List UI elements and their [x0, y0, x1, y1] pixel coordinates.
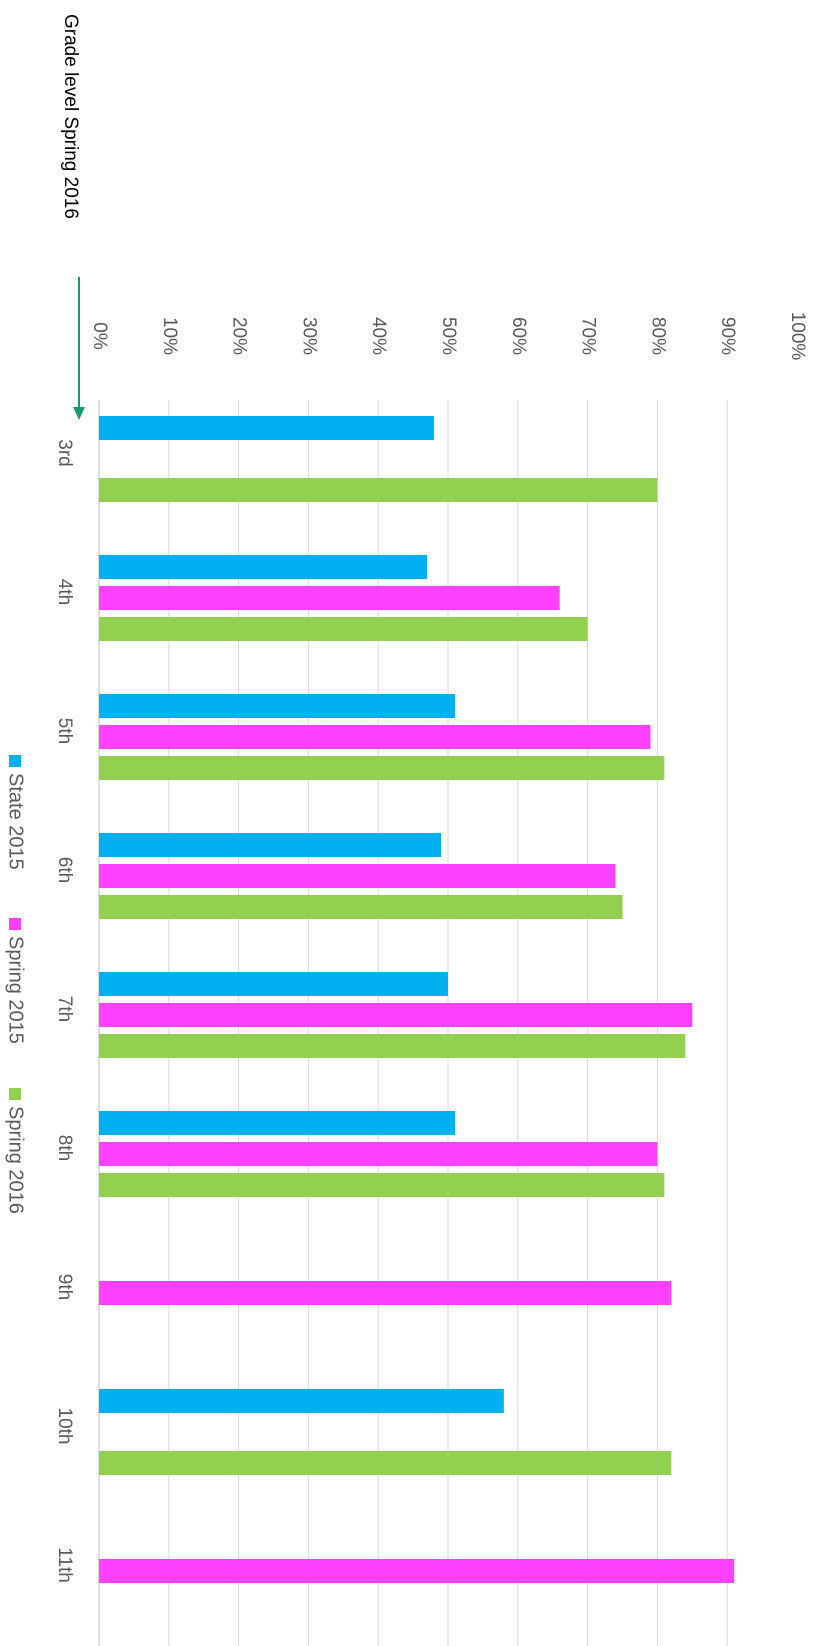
- legend-label: Spring 2016: [5, 1106, 27, 1214]
- category-label: 3rd: [54, 439, 75, 466]
- value-tick-label: 70%: [578, 317, 599, 355]
- value-tick-label: 40%: [368, 317, 389, 355]
- bar-spring-2016: [99, 756, 665, 780]
- bar-spring-2016: [99, 1173, 665, 1197]
- bar-spring-2015: [99, 1559, 735, 1583]
- bar-state-2015: [99, 694, 455, 718]
- bar-state-2015: [99, 416, 435, 440]
- annotation-label: Grade level Spring 2016: [60, 14, 81, 219]
- legend-label: State 2015: [5, 773, 27, 870]
- bar-spring-2016: [99, 895, 623, 919]
- bar-state-2015: [99, 972, 448, 996]
- bar-state-2015: [99, 1111, 455, 1135]
- bar-spring-2015: [99, 1281, 672, 1305]
- category-label: 11th: [54, 1547, 75, 1583]
- legend-swatch: [9, 755, 21, 767]
- legend-swatch: [9, 1088, 21, 1100]
- bar-spring-2015: [99, 586, 560, 610]
- bar-state-2015: [99, 555, 428, 579]
- bar-spring-2015: [99, 864, 616, 888]
- bar-spring-2015: [99, 1142, 658, 1166]
- bar-state-2015: [99, 1389, 504, 1413]
- category-label: 7th: [54, 996, 75, 1022]
- legend: State 2015 Spring 2015 Spring 2016: [5, 755, 27, 1214]
- annotation: Grade level Spring 2016: [60, 14, 85, 420]
- category-label: 10th: [54, 1408, 75, 1445]
- bar-spring-2016: [99, 1034, 686, 1058]
- bar-spring-2015: [99, 725, 651, 749]
- value-axis-ticks: 0% 10% 20% 30% 40% 50% 60% 70% 80% 90% 100%: [89, 312, 808, 361]
- bar-spring-2016: [99, 1451, 672, 1475]
- legend-swatch: [9, 918, 21, 930]
- value-tick-label: 100%: [787, 312, 808, 361]
- category-axis-labels: 3rd 4th 5th 6th 7th 8th 9th 10th 11th: [54, 439, 75, 1583]
- category-label: 9th: [54, 1274, 75, 1300]
- bar-state-2015: [99, 833, 442, 857]
- value-tick-label: 80%: [647, 317, 668, 355]
- value-tick-label: 0%: [89, 322, 110, 350]
- legend-label: Spring 2015: [5, 936, 27, 1044]
- category-label: 5th: [54, 718, 75, 744]
- category-label: 8th: [54, 1135, 75, 1161]
- value-tick-label: 90%: [717, 317, 738, 355]
- bar-spring-2016: [99, 617, 588, 641]
- category-label: 4th: [54, 579, 75, 605]
- value-tick-label: 10%: [159, 317, 180, 355]
- value-tick-label: 60%: [508, 317, 529, 355]
- value-tick-label: 20%: [229, 317, 250, 355]
- category-label: 6th: [54, 857, 75, 883]
- value-tick-label: 50%: [438, 317, 459, 355]
- bar-spring-2015: [99, 1003, 693, 1027]
- bars: [99, 416, 735, 1583]
- value-tick-label: 30%: [298, 317, 319, 355]
- bar-spring-2016: [99, 478, 658, 502]
- annotation-arrowhead: [73, 407, 85, 420]
